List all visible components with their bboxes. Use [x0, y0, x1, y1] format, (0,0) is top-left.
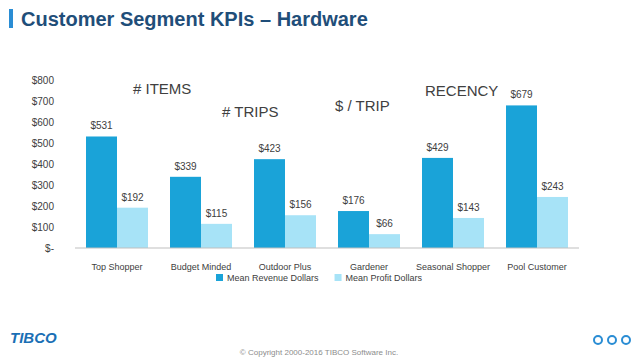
icon: [622, 336, 630, 344]
legend-label: Mean Revenue Dollars: [227, 273, 319, 283]
bar: [117, 208, 148, 248]
legend-label: Mean Profit Dollars: [346, 273, 423, 283]
y-tick: [72, 143, 75, 144]
logo: TIBCO: [10, 329, 57, 346]
bar: [86, 136, 117, 248]
data-label: $66: [376, 218, 393, 229]
data-labels: $531 $339 $423 $176 $429 $679 $192 $115 $156 $66 $…: [90, 89, 564, 229]
data-label: $423: [258, 143, 281, 154]
bar: [285, 215, 316, 248]
x-tick-label: Top Shopper: [91, 262, 142, 272]
y-tick-label: $-: [45, 243, 54, 254]
footer: © Copyright 2000-2016 TIBCO Software Inc…: [240, 348, 398, 357]
bars: [86, 105, 568, 248]
title: Customer Segment KPIs – Hardware: [21, 8, 368, 30]
data-label: $176: [342, 195, 365, 206]
y-tick: [72, 101, 75, 102]
data-label: $192: [121, 192, 144, 203]
y-tick: [72, 122, 75, 123]
x-tick-label: Budget Minded: [171, 262, 232, 272]
y-axis: $- $100 $200 $300 $400 $500 $600 $700 $800: [32, 75, 75, 254]
y-tick-label: $400: [32, 159, 55, 170]
title-bar: [9, 9, 13, 28]
x-axis: Top Shopper Budget Minded Outdoor Plus Gard…: [91, 262, 566, 272]
x-tick-label: Outdoor Plus: [259, 262, 312, 272]
annotation: RECENCY: [425, 82, 498, 99]
y-tick-label: $500: [32, 138, 55, 149]
annotation: # ITEMS: [133, 80, 191, 97]
bar: [537, 197, 568, 248]
annotations: # ITEMS # TRIPS $ / TRIP RECENCY: [133, 80, 498, 120]
data-label: $143: [457, 202, 480, 213]
legend-swatch: [216, 274, 223, 281]
y-tick-label: $600: [32, 117, 55, 128]
x-tick-label: Gardener: [350, 262, 388, 272]
icon: [594, 336, 602, 344]
y-tick: [72, 185, 75, 186]
icon: [608, 336, 616, 344]
data-label: $339: [174, 161, 197, 172]
y-tick: [72, 206, 75, 207]
bar: [201, 224, 232, 248]
data-label: $679: [510, 89, 533, 100]
y-tick-label: $700: [32, 96, 55, 107]
data-label: $243: [541, 181, 564, 192]
x-tick-label: Pool Customer: [507, 262, 567, 272]
bar: [254, 159, 285, 248]
y-tick-label: $800: [32, 75, 55, 86]
y-tick-label: $300: [32, 180, 55, 191]
chart: Customer Segment KPIs – Hardware $- $100 $2…: [0, 0, 638, 359]
annotation: $ / TRIP: [335, 97, 390, 114]
footer-icons: [594, 336, 630, 344]
y-tick-label: $100: [32, 222, 55, 233]
x-axis-line: [75, 248, 579, 249]
data-label: $531: [90, 120, 113, 131]
y-tick: [72, 227, 75, 228]
legend: Mean Revenue Dollars Mean Profit Dollars: [216, 273, 423, 283]
y-tick: [72, 80, 75, 81]
y-tick-label: $200: [32, 201, 55, 212]
bar: [170, 177, 201, 248]
y-tick: [72, 248, 75, 249]
data-label: $429: [426, 142, 449, 153]
page: {"title": "Customer Segment KPIs – Hardw…: [0, 0, 638, 359]
bar: [453, 218, 484, 248]
legend-swatch: [335, 274, 342, 281]
data-label: $115: [206, 208, 228, 219]
x-tick-label: Seasonal Shopper: [416, 262, 490, 272]
bar: [369, 234, 400, 248]
data-label: $156: [289, 199, 312, 210]
bar: [338, 211, 369, 248]
bar: [506, 105, 537, 248]
y-tick: [72, 164, 75, 165]
bar: [422, 158, 453, 248]
annotation: # TRIPS: [222, 103, 278, 120]
